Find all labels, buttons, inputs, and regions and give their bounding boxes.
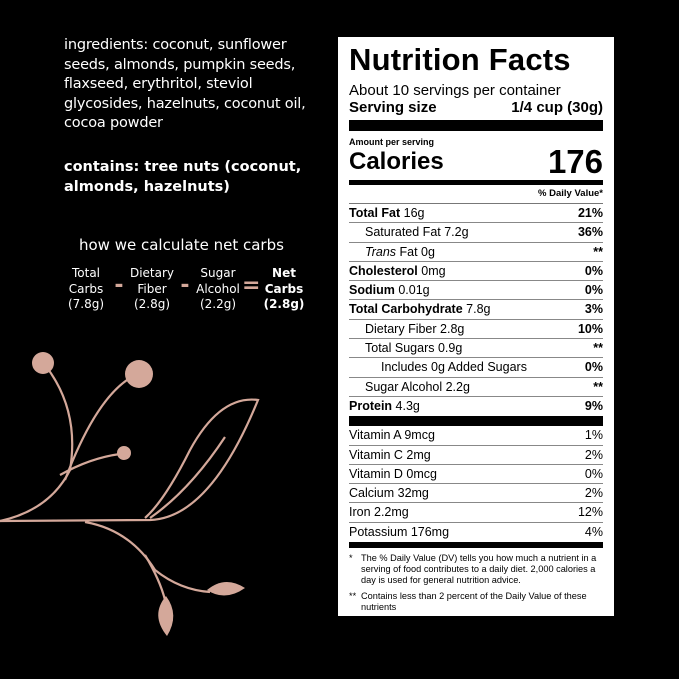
daily-value-percent: 4% <box>584 524 603 539</box>
term-label: Carbs <box>264 281 304 296</box>
botanical-branch-icon <box>0 352 260 636</box>
nutrient-name: Sodium 0.01g <box>349 283 430 298</box>
minus-sign: - <box>180 273 190 298</box>
daily-value-header: % Daily Value* <box>349 185 603 204</box>
footnote-text: The % Daily Value (DV) tells you how muc… <box>361 553 597 586</box>
footnote-text: Contains less than 2 percent of the Dail… <box>361 591 587 613</box>
term-value: (7.8g) <box>67 297 105 311</box>
nutrient-row: Includes 0g Added Sugars 0% <box>349 358 603 378</box>
daily-value-percent: 2% <box>584 486 603 501</box>
nutrient-name: Cholesterol 0mg <box>349 263 446 278</box>
vitamin-row: Vitamin A 9mcg 1% <box>349 426 603 446</box>
amount-per-serving: Amount per serving <box>349 137 435 147</box>
footnote-2: ** Contains less than 2 percent of the Da… <box>349 591 603 613</box>
nutrient-name: Trans Fat 0g <box>365 244 435 259</box>
vitamin-row: Iron 2.2mg 12% <box>349 503 603 523</box>
daily-value-percent: 36% <box>577 225 603 240</box>
daily-value-percent: 2% <box>584 447 603 462</box>
nutrient-name: Total Carbohydrate 7.8g <box>349 302 491 317</box>
calories-row: Calories 176 <box>349 143 603 180</box>
daily-value-percent: 1% <box>584 428 603 443</box>
serving-size-label: Serving size <box>349 99 437 116</box>
nutrient-row: Cholesterol 0mg 0% <box>349 262 603 282</box>
divider <box>349 180 603 185</box>
daily-value-percent: 0% <box>584 263 603 278</box>
daily-value-percent: 21% <box>577 206 603 220</box>
daily-value-percent: 0% <box>584 360 603 375</box>
calories-label: Calories <box>349 148 444 175</box>
nutrient-name: Saturated Fat 7.2g <box>365 225 469 240</box>
daily-value-percent: 0% <box>584 466 603 481</box>
daily-value-percent: 0% <box>584 283 603 298</box>
nutrient-name: Sugar Alcohol 2.2g <box>365 379 470 394</box>
serving-size-value: 1/4 cup (30g) <box>511 99 603 116</box>
equals-sign: = <box>242 273 261 298</box>
nutrient-name: Dietary Fiber 2.8g <box>365 321 465 336</box>
vitamin-row: Potassium 176mg 4% <box>349 523 603 542</box>
term-value: (2.8g) <box>133 297 171 311</box>
daily-value-percent: ** <box>593 244 603 259</box>
term-label: Sugar <box>200 266 236 280</box>
label-title: Nutrition Facts <box>349 42 571 77</box>
divider <box>349 542 603 549</box>
term-label: Alcohol <box>196 281 240 296</box>
term-label: Total <box>71 266 101 280</box>
calories-value: 176 <box>547 143 603 180</box>
term-label: Net <box>272 266 296 280</box>
vitamin-rows: Vitamin A 9mcg 1% Vitamin C 2mg 2% Vitamin D… <box>349 426 603 542</box>
nutrition-facts-label: Nutrition Facts About 10 servings per co… <box>338 37 614 616</box>
total-carbs-term: Total Carbs (7.8g) <box>62 266 110 313</box>
nutrient-name: Potassium 176mg <box>349 524 450 539</box>
nutrient-row: Protein 4.3g 9% <box>349 397 603 416</box>
divider <box>349 416 603 427</box>
minus-sign: - <box>114 273 124 298</box>
fiber-term: Dietary Fiber (2.8g) <box>128 266 176 313</box>
nutrient-name: Total Fat 16g <box>349 206 425 220</box>
daily-value-percent: 12% <box>577 505 603 520</box>
sugar-alcohol-term: Sugar Alcohol (2.2g) <box>194 266 242 313</box>
daily-value-percent: 3% <box>584 302 603 317</box>
nutrient-name: Protein 4.3g <box>349 398 420 413</box>
nutrient-row: Sugar Alcohol 2.2g ** <box>349 378 603 397</box>
nutrient-name: Vitamin A 9mcg <box>349 428 435 443</box>
nutrient-name: Vitamin C 2mg <box>349 447 431 462</box>
servings-per-container: About 10 servings per container <box>349 82 561 99</box>
footnote-mark: ** <box>349 591 357 602</box>
nutrient-row: Saturated Fat 7.2g 36% <box>349 223 603 243</box>
nutrient-row: Total Sugars 0.9g ** <box>349 339 603 359</box>
vitamin-row: Calcium 32mg 2% <box>349 484 603 504</box>
nutrient-row: Sodium 0.01g 0% <box>349 281 603 301</box>
vitamin-row: Vitamin C 2mg 2% <box>349 446 603 465</box>
nutrient-rows: Total Fat 16g 21% Saturated Fat 7.2g 36% Tra… <box>349 204 603 416</box>
net-carbs-term: Net Carbs (2.8g) <box>260 266 308 313</box>
nutrient-row: Total Carbohydrate 7.8g 3% <box>349 300 603 320</box>
vitamin-row: Vitamin D 0mcg 0% <box>349 465 603 485</box>
daily-value-percent: ** <box>593 341 603 356</box>
nutrient-row: Trans Fat 0g ** <box>349 243 603 262</box>
serving-size: Serving size 1/4 cup (30g) <box>349 99 603 116</box>
net-carbs-formula: Total Carbs (7.8g) - Dietary Fiber (2.8g) - … <box>62 266 308 313</box>
footnote-mark: * <box>349 553 353 564</box>
term-value: (2.8g) <box>263 297 305 311</box>
nutrient-row: Total Fat 16g 21% <box>349 204 603 224</box>
nutrient-row: Dietary Fiber 2.8g 10% <box>349 320 603 340</box>
divider <box>349 120 603 131</box>
term-label: Carbs <box>68 281 104 296</box>
nutrient-name: Calcium 32mg <box>349 486 429 501</box>
daily-value-percent: 9% <box>584 398 603 413</box>
nutrient-name: Includes 0g Added Sugars <box>381 360 527 375</box>
footnote-1: * The % Daily Value (DV) tells you how mu… <box>349 553 603 586</box>
term-label: Fiber <box>137 281 167 296</box>
net-carbs-heading: how we calculate net carbs <box>79 236 284 254</box>
ingredients-text: ingredients: coconut, sunflower seeds, a… <box>64 37 306 131</box>
nutrient-name: Vitamin D 0mcg <box>349 466 437 481</box>
nutrient-name: Iron 2.2mg <box>349 505 409 520</box>
daily-value-percent: 10% <box>577 321 603 336</box>
allergen-text: contains: tree nuts (coconut, almonds, h… <box>64 159 302 195</box>
term-label: Dietary <box>129 266 175 280</box>
daily-value-percent: ** <box>593 379 603 394</box>
term-value: (2.2g) <box>199 297 237 311</box>
nutrient-name: Total Sugars 0.9g <box>365 341 463 356</box>
